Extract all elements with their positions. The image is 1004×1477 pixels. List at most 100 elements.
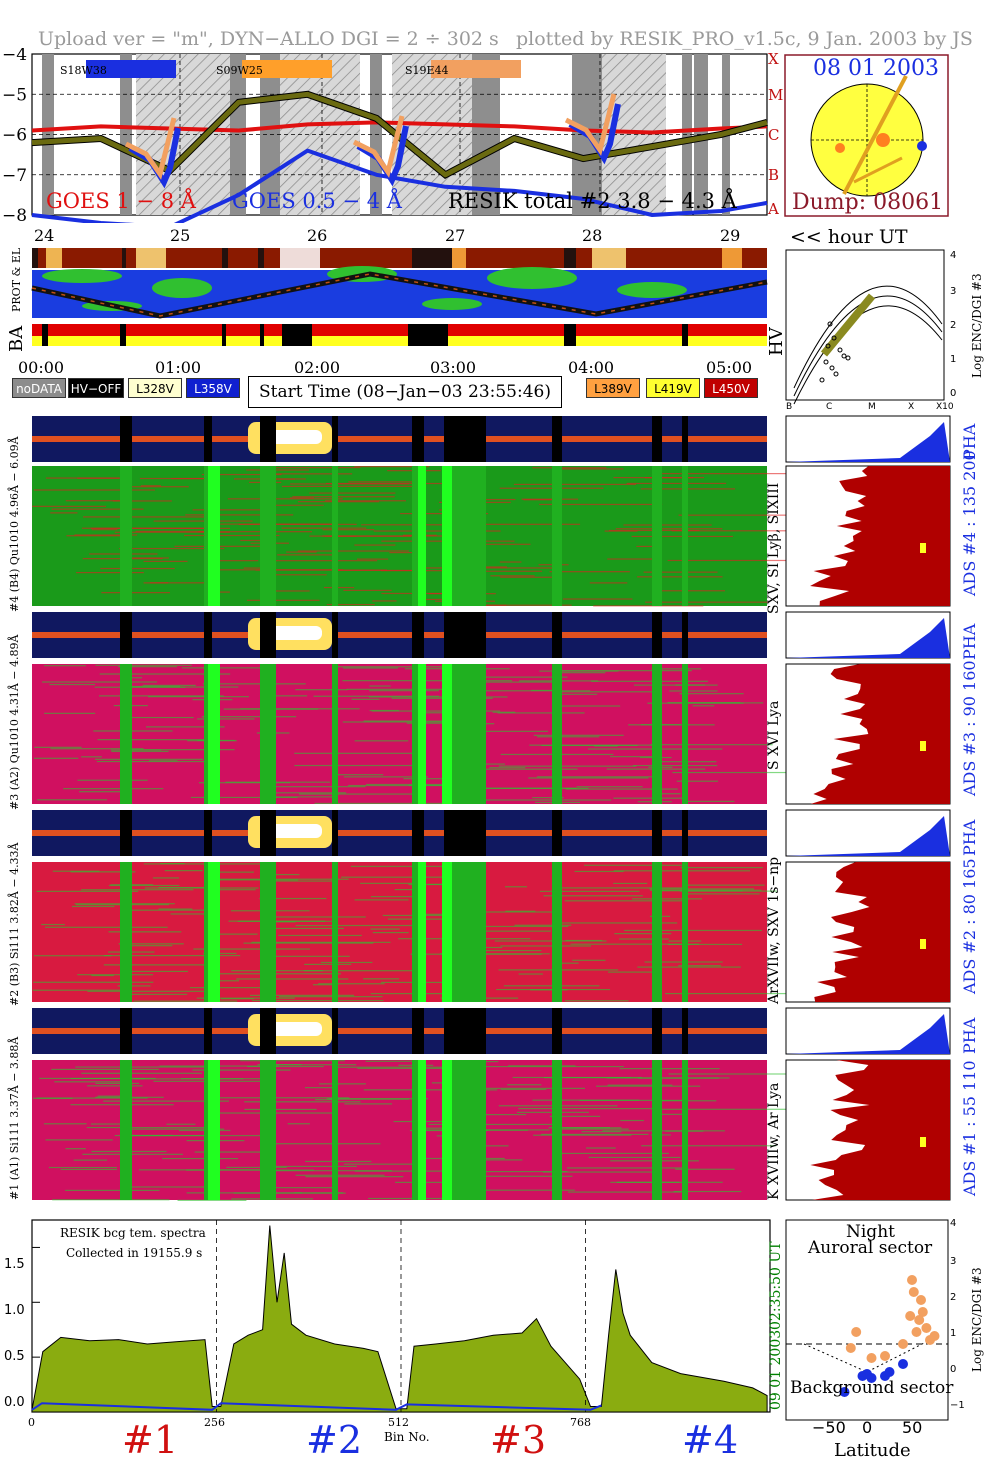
ba-strip [32,324,767,346]
ads-stripe [298,793,418,795]
flare-color-bar [431,60,521,78]
plot-credit: plotted by RESIK_PRO_v1.5c, 9 Jan. 2003 … [516,28,973,50]
spectrum-xlabel: Bin No. [384,1430,430,1444]
flare-profile-orange [564,93,617,156]
ads-stripe [246,599,320,601]
ads-stripe [76,571,144,574]
ads-stripe [620,1119,644,1122]
ads-stripe [65,1189,160,1192]
ads-stripe [325,535,412,537]
ads-stripe [623,524,712,526]
electron-segment [122,248,126,268]
hv-xtick: C [826,402,833,412]
ads-stripe [117,666,178,668]
ads-stripe [145,726,225,728]
ads-stripe [121,945,173,947]
hv-point [823,359,829,365]
ads-stripe [559,705,621,707]
ads-stripe [314,802,449,805]
hv-off-gap [204,1008,212,1054]
channel2-range-label: #2 (B3) Si111 3.82Å − 4.33Å [8,842,21,1006]
ads-stripe [303,970,420,972]
ads-stripe [290,483,410,485]
ads-gap [552,862,562,1002]
ads-stripe [341,876,455,878]
hv-off-gap [260,416,276,462]
ads-stripe [619,1067,720,1070]
ads-stripe [77,477,120,479]
goes-class-axis: X M C B A [766,48,788,218]
goes-ytick: −7 [2,166,27,186]
auroral-point [908,1287,919,1297]
ads-bright-gap [442,466,452,606]
ads-stripe [192,509,276,511]
ads-bright-gap [418,862,426,1002]
ads-stripe [389,551,416,554]
channel3-lines: S XVI Lya [766,700,782,770]
hv-point [831,335,837,341]
ads-stripe [581,1131,622,1133]
ads-stripe [143,560,188,562]
latitude-plot [785,1219,949,1421]
ads-gap [120,862,132,1002]
section-3-label: #3 [490,1418,547,1462]
ads-stripe [185,514,294,516]
channel3-pha-label: PHA [960,623,979,660]
ads-stripe [533,734,624,736]
ads-stripe [500,576,554,578]
ads-stripe [570,943,700,945]
spectrum-panel [31,1219,771,1413]
legend-entry: GOES 0.5 − 4 Å [232,188,403,213]
ads-stripe [79,791,126,793]
ads-stripe [464,1189,575,1191]
electron-segment [722,248,742,268]
electron-segment [564,248,576,268]
ads-stripe [50,748,144,750]
ads-stripe [542,1171,656,1173]
ads-bright-gap [418,466,426,606]
auroral-point [898,1339,908,1349]
ads-stripe [408,883,451,886]
ads-stripe [48,1166,118,1169]
ads-stripe [613,882,648,885]
latitude-ytick: 1 [950,1328,957,1339]
flare-profile-blue [568,103,621,165]
electron-segment [280,248,320,268]
pha-line [32,830,767,836]
ads-stripe [267,796,337,798]
ads-stripe [287,1123,310,1125]
ads-stripe [413,913,457,915]
ads-stripe [337,1066,457,1068]
series-line-1 [31,120,768,135]
ads-stripe [32,505,107,507]
hv-off-gap [552,612,562,658]
auroral-point [929,1331,940,1341]
ads-stripe [354,544,396,546]
pha-flare-core [262,824,322,838]
ads-stripe [490,575,535,577]
ads-stripe [244,1108,317,1111]
class-m: M [768,86,784,104]
ads-marker [920,543,926,553]
ads-stripe [614,933,672,935]
hv-ytick: 3 [950,286,957,297]
auroral-point [851,1327,862,1337]
ads-stripe [541,744,638,747]
ads-stripe [675,684,706,686]
pha-histogram [786,618,950,658]
ads-stripe [594,745,618,747]
pha-histogram [786,1014,950,1054]
ads-stripe [49,683,96,686]
ads-bright-gap [418,664,426,804]
electron-segment [412,248,452,268]
goes-legend: GOES 1 − 8 Å GOES 0.5 − 4 Å RESIK total #2… [46,188,738,213]
time-tick: 05:00 [706,358,753,377]
ads-stripe [265,504,324,506]
ads-gap [260,466,276,606]
ads-stripe [74,534,138,536]
ads-stripe [343,667,399,669]
ads-stripe [643,571,718,573]
ads-marker [920,1137,926,1147]
ads-stripe [249,994,355,996]
hv-off-gap [120,1008,132,1054]
